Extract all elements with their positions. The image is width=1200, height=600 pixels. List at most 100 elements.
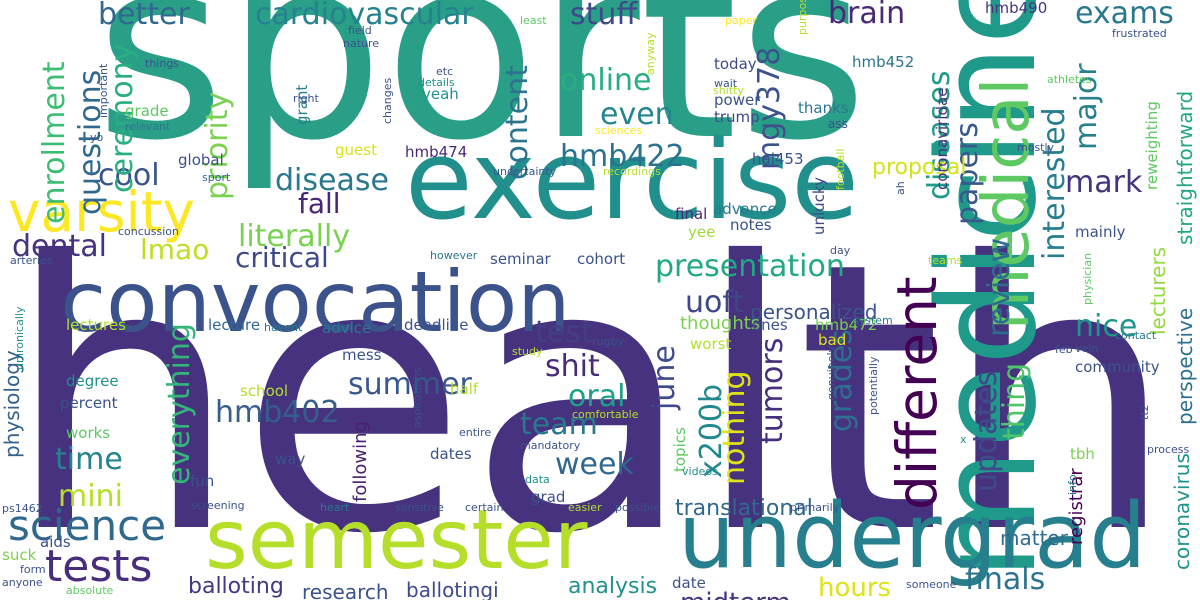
word-mark: mark	[1065, 165, 1143, 200]
word-dates: dates	[430, 445, 472, 463]
word-personalized: personalized	[750, 300, 878, 324]
word-straightforward: straightforward	[1173, 90, 1197, 245]
word-unlucky: unlucky	[810, 177, 828, 235]
word-rugby: rugby	[592, 335, 624, 348]
word-ones: ones	[752, 316, 788, 334]
word-literally: literally	[238, 219, 351, 254]
word-nice: nice	[1075, 309, 1138, 344]
word-sensitive: sensitive	[395, 501, 444, 514]
word-semester: semester	[205, 493, 588, 588]
word-hmb472: hmb472	[815, 316, 878, 334]
word-presentation: presentation	[655, 249, 845, 284]
word-review: review	[982, 237, 1017, 337]
word-thing: thing	[997, 362, 1032, 440]
word-bad: bad	[818, 331, 847, 349]
word-hours: hours	[818, 573, 892, 600]
word-hmb402: hmb402	[215, 395, 340, 430]
word-grade: grade	[125, 102, 169, 120]
word-coronaviridae: coronaviridae	[933, 87, 951, 190]
word-info: info	[1066, 474, 1079, 495]
word-matter: matter	[1000, 526, 1068, 550]
word-aids: aids	[40, 533, 71, 551]
word-content: content	[500, 65, 535, 180]
word-updates: updates	[969, 370, 1004, 492]
word-degree: degree	[66, 372, 119, 390]
word-contact: contact	[1115, 329, 1157, 342]
word-reweighting: reweighting	[1143, 101, 1161, 190]
word-feb: feb	[1055, 343, 1073, 356]
word-way: way	[275, 450, 306, 468]
word-community: community	[1075, 358, 1160, 376]
word-hmb452: hmb452	[852, 53, 915, 71]
word-worst: worst	[690, 335, 732, 353]
word-anyone: anyone	[2, 576, 43, 589]
word-ps1462: ps1462	[2, 502, 43, 515]
word-interested: interested	[1037, 107, 1072, 260]
word-lecture: lecture	[208, 316, 261, 334]
word-least: least	[520, 14, 547, 27]
word-certain: certain	[465, 501, 504, 514]
word-sciences: sciences	[595, 124, 643, 137]
word-sports: sports	[95, 0, 868, 195]
word-everything: everything	[162, 323, 197, 485]
word-changes: changes	[381, 77, 394, 124]
word-nothing: nothing	[717, 370, 752, 485]
word-paper: paper	[725, 14, 757, 27]
word-ah: ah	[894, 181, 907, 195]
word-tbh: tbh	[1070, 445, 1095, 463]
word-balloting: balloting	[188, 574, 284, 599]
word-school: school	[240, 382, 289, 400]
word-cool: cool	[98, 158, 160, 193]
word-yeah: yeah	[422, 85, 459, 103]
word-varsity: varsity	[8, 180, 195, 244]
word-possible: possible	[615, 501, 661, 514]
word-dental: dental	[12, 229, 107, 264]
word-recordings: recordings	[603, 165, 661, 178]
word-power: power	[714, 91, 761, 109]
word-lecturers: lecturers	[1146, 246, 1170, 335]
word-advance: advance	[713, 200, 777, 218]
word-better: better	[98, 0, 190, 32]
word-anyway: anyway	[644, 32, 657, 75]
word-right: right	[293, 92, 319, 105]
word-someone: someone	[906, 578, 957, 591]
word-science: science	[8, 501, 167, 550]
word-ballotingi: ballotingi	[406, 578, 499, 600]
word-time: time	[55, 442, 123, 477]
word-ass: ass	[828, 117, 848, 131]
word-form: form	[20, 563, 46, 576]
word-shitty: shitty	[713, 84, 744, 97]
word-comfortable: comfortable	[572, 408, 639, 421]
word-tumors: tumors	[755, 337, 790, 444]
word-hmb422: hmb422	[560, 139, 685, 174]
word-x: x	[960, 433, 967, 446]
word-study: study	[512, 345, 543, 358]
word-vein: vein	[1075, 342, 1099, 355]
word-details: details	[418, 76, 455, 89]
word-athletes: athletes	[1047, 73, 1092, 86]
word-test: test	[535, 315, 593, 350]
word-hmb490: hmb490	[985, 0, 1048, 17]
word-field: field	[348, 24, 372, 37]
word-uoft: uoft	[685, 285, 745, 320]
word-hmb474: hmb474	[405, 143, 468, 161]
word-suck: suck	[2, 546, 37, 564]
word-notes: notes	[730, 216, 772, 234]
word-day: day	[830, 244, 851, 257]
word-date: date	[672, 574, 706, 592]
word-oral: oral	[568, 379, 626, 414]
word-uncertainty: uncertainty	[493, 165, 557, 178]
word-convocation: convocation	[60, 253, 571, 351]
word-nature: nature	[343, 37, 380, 50]
word-percent: percent	[60, 394, 118, 412]
word-lectures: lectures	[66, 316, 126, 334]
word-mess: mess	[342, 346, 382, 364]
word-absolute: absolute	[66, 584, 114, 597]
word-perspective: perspective	[1173, 307, 1197, 425]
word-coronavirus: coronavirus	[1170, 453, 1194, 570]
word-shit: shit	[545, 349, 600, 384]
word-etc: etc	[436, 65, 454, 78]
word-wait: wait	[714, 77, 738, 90]
word-fall: fall	[298, 187, 341, 220]
word-research: research	[302, 580, 389, 600]
